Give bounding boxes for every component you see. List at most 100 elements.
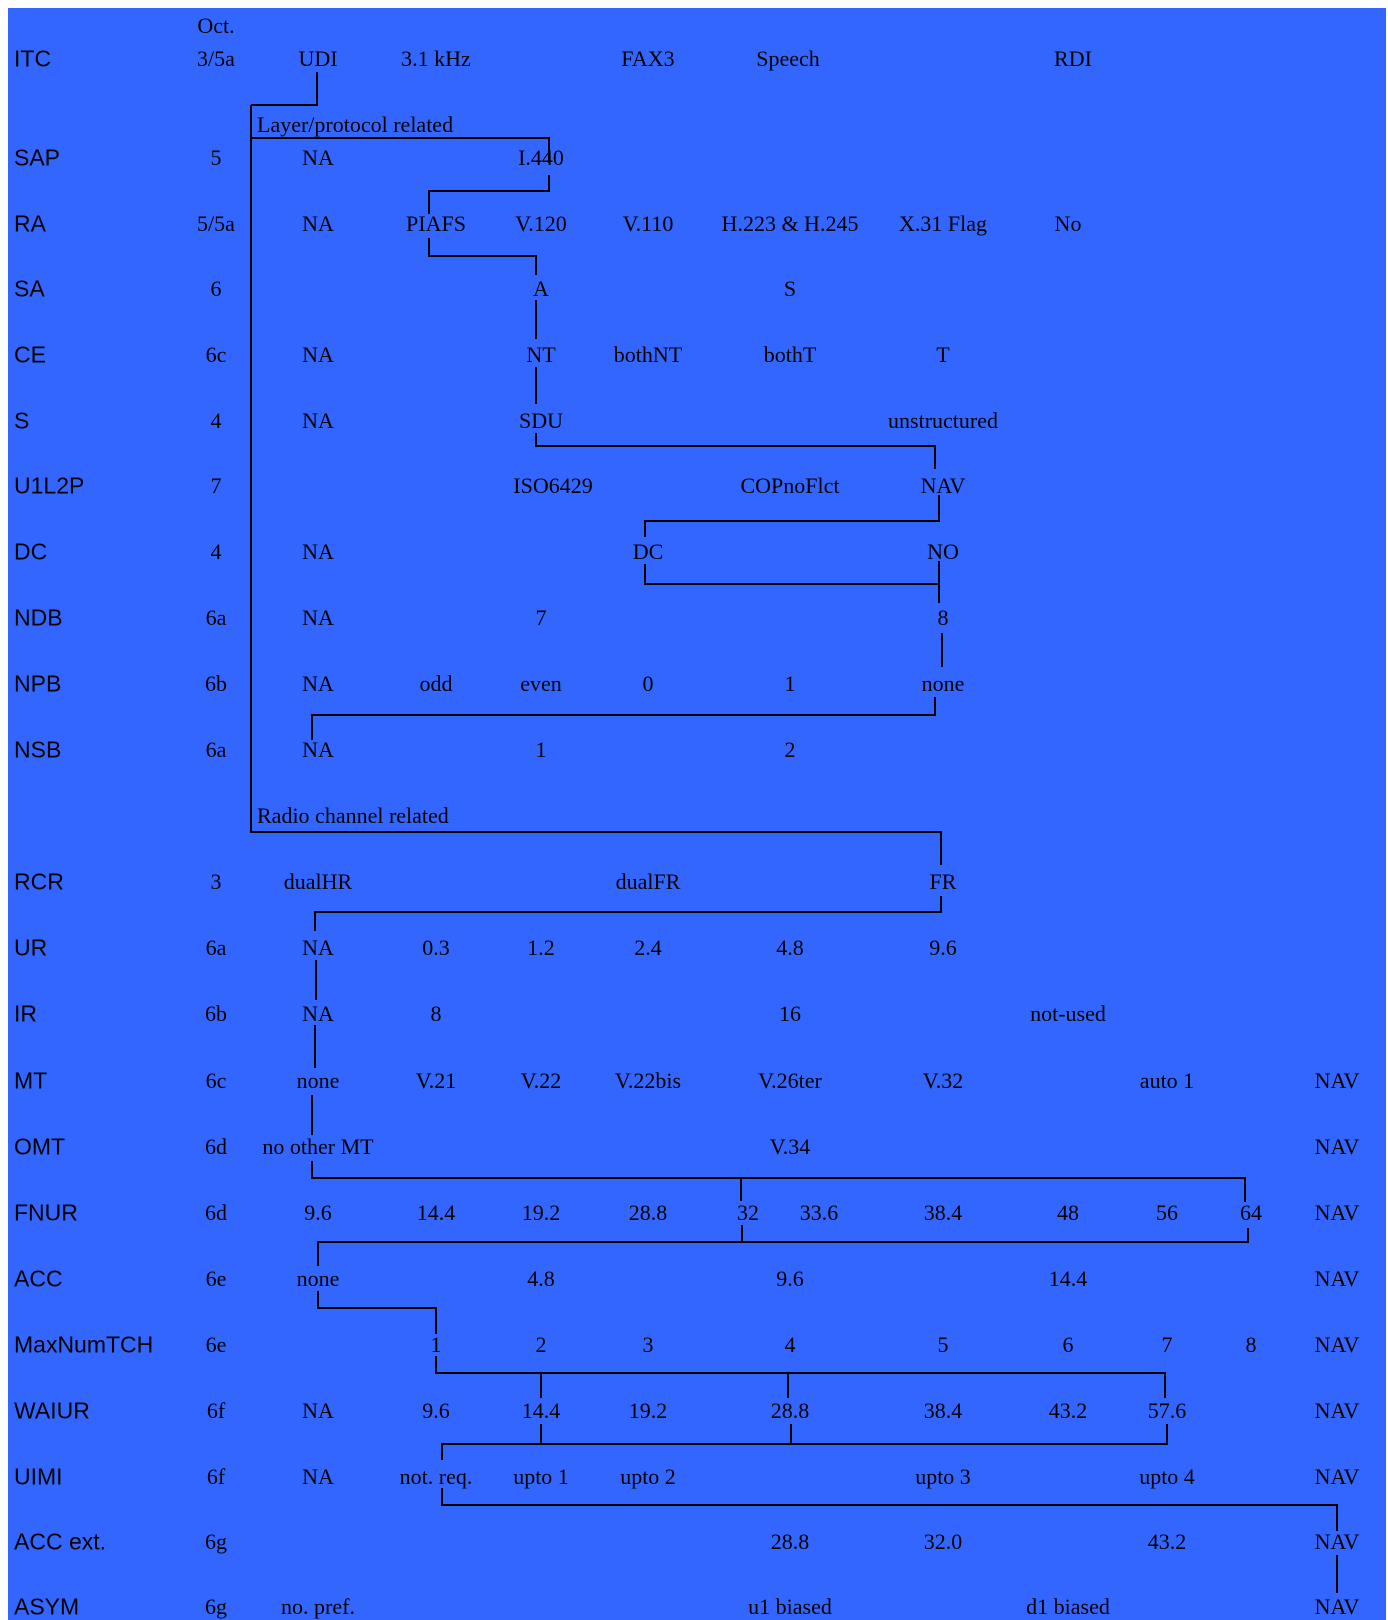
octet-npb: 6b bbox=[205, 671, 227, 696]
param-label-ir: IR bbox=[14, 1000, 37, 1027]
param-label-itc: ITC bbox=[14, 45, 52, 72]
value-ce-nt: NT bbox=[526, 342, 556, 367]
connector-npb-nsb bbox=[311, 697, 936, 740]
value-mt-v22bis: V.22bis bbox=[614, 1068, 682, 1093]
connector-uimi-accext bbox=[441, 1488, 1338, 1531]
value-ra-h223: H.223 & H.245 bbox=[721, 211, 859, 236]
param-label-fnur: FNUR bbox=[14, 1199, 78, 1226]
value-nsb-2: 2 bbox=[784, 737, 796, 762]
param-label-acc: ACC bbox=[14, 1265, 63, 1292]
connector-maxnumtch-waiur bbox=[435, 1356, 1166, 1398]
value-ce-na: NA bbox=[302, 342, 334, 367]
param-label-s: S bbox=[14, 407, 30, 434]
value-fnur-48: 48 bbox=[1057, 1200, 1079, 1225]
value-maxnumtch-7: 7 bbox=[1161, 1332, 1173, 1357]
value-npb-even: even bbox=[520, 671, 562, 696]
value-uimi-na: NA bbox=[302, 1464, 334, 1489]
value-ur-9-6: 9.6 bbox=[929, 935, 957, 960]
value-uimi-not-req: not. req. bbox=[399, 1464, 473, 1489]
value-itc-speech: Speech bbox=[756, 46, 820, 71]
value-mt-nav: NAV bbox=[1314, 1068, 1360, 1093]
value-asym-no-pref: no. pref. bbox=[281, 1594, 355, 1619]
value-ndb-7: 7 bbox=[535, 605, 547, 630]
value-itc-3-1khz: 3.1 kHz bbox=[401, 46, 471, 71]
octet-ur: 6a bbox=[205, 935, 227, 960]
value-npb-odd: odd bbox=[419, 671, 453, 696]
value-dc-no: NO bbox=[927, 539, 959, 564]
value-uimi-upto4: upto 4 bbox=[1139, 1464, 1195, 1489]
octet-ra: 5/5a bbox=[197, 211, 235, 236]
value-npb-0: 0 bbox=[642, 671, 654, 696]
value-fnur-32: 32 bbox=[737, 1200, 759, 1225]
param-label-maxnumtch: MaxNumTCH bbox=[14, 1331, 154, 1358]
param-label-rcr: RCR bbox=[14, 868, 64, 895]
value-nsb-1: 1 bbox=[535, 737, 547, 762]
octet-acc-ext: 6g bbox=[205, 1529, 227, 1554]
value-ir-16: 16 bbox=[779, 1001, 801, 1026]
param-label-ce: CE bbox=[14, 341, 46, 368]
value-ur-2-4: 2.4 bbox=[634, 935, 662, 960]
value-waiur-nav: NAV bbox=[1314, 1398, 1360, 1423]
value-omt-nav: NAV bbox=[1314, 1134, 1360, 1159]
value-u1l2p-nav: NAV bbox=[920, 473, 966, 498]
value-ir-not-used: not-used bbox=[1030, 1001, 1106, 1026]
value-maxnumtch-8: 8 bbox=[1245, 1332, 1257, 1357]
value-sa-a: A bbox=[533, 276, 549, 301]
value-ur-na: NA bbox=[302, 935, 334, 960]
value-uimi-upto3: upto 3 bbox=[915, 1464, 971, 1489]
value-waiur-9-6: 9.6 bbox=[422, 1398, 450, 1423]
value-acc-14-4: 14.4 bbox=[1048, 1266, 1088, 1291]
octet-mt: 6c bbox=[205, 1068, 227, 1093]
value-maxnumtch-3: 3 bbox=[642, 1332, 654, 1357]
param-label-nsb: NSB bbox=[14, 736, 62, 763]
value-ur-0-3: 0.3 bbox=[422, 935, 450, 960]
value-waiur-28-8: 28.8 bbox=[770, 1398, 810, 1423]
value-ir-8: 8 bbox=[430, 1001, 442, 1026]
value-mt-v21: V.21 bbox=[415, 1068, 457, 1093]
value-omt-v34: V.34 bbox=[769, 1134, 811, 1159]
value-ndb-8: 8 bbox=[937, 605, 949, 630]
value-ra-na: NA bbox=[302, 211, 334, 236]
value-maxnumtch-2: 2 bbox=[535, 1332, 547, 1357]
param-label-npb: NPB bbox=[14, 670, 62, 697]
connector-s-u1l2p bbox=[535, 433, 936, 469]
value-maxnumtch-nav: NAV bbox=[1314, 1332, 1360, 1357]
value-asym-u1-biased: u1 biased bbox=[748, 1594, 832, 1619]
value-maxnumtch-5: 5 bbox=[937, 1332, 949, 1357]
octet-maxnumtch: 6e bbox=[205, 1332, 227, 1357]
param-label-omt: OMT bbox=[14, 1133, 66, 1160]
value-ra-piafs: PIAFS bbox=[406, 211, 466, 236]
value-npb-1: 1 bbox=[784, 671, 796, 696]
value-maxnumtch-4: 4 bbox=[784, 1332, 796, 1357]
octet-uimi: 6f bbox=[206, 1464, 226, 1489]
value-fnur-38-4: 38.4 bbox=[923, 1200, 963, 1225]
connector-dc-loop-bottom bbox=[644, 561, 940, 585]
param-label-waiur: WAIUR bbox=[14, 1397, 90, 1424]
value-fnur-28-8: 28.8 bbox=[628, 1200, 668, 1225]
value-accext-28-8: 28.8 bbox=[770, 1529, 810, 1554]
value-ra-v110: V.110 bbox=[622, 211, 674, 236]
value-ra-v120: V.120 bbox=[515, 211, 567, 236]
octet-asym: 6g bbox=[205, 1594, 227, 1619]
value-asym-d1-biased: d1 biased bbox=[1026, 1594, 1110, 1619]
value-maxnumtch-1: 1 bbox=[430, 1332, 442, 1357]
octet-header: Oct. bbox=[197, 13, 235, 38]
value-ir-na: NA bbox=[302, 1001, 334, 1026]
value-waiur-na: NA bbox=[302, 1398, 334, 1423]
connector-omt-fnur bbox=[311, 1161, 1246, 1202]
value-waiur-43-2: 43.2 bbox=[1048, 1398, 1088, 1423]
param-label-ra: RA bbox=[14, 210, 46, 237]
value-accext-32-0: 32.0 bbox=[923, 1529, 963, 1554]
octet-dc: 4 bbox=[210, 539, 222, 564]
octet-ir: 6b bbox=[205, 1001, 227, 1026]
value-itc-rdi: RDI bbox=[1054, 46, 1092, 71]
radio-channel-note: Radio channel related bbox=[257, 803, 449, 828]
value-fnur-33-6: 33.6 bbox=[799, 1200, 839, 1225]
value-u1l2p-iso6429: ISO6429 bbox=[513, 473, 593, 498]
param-label-uimi: UIMI bbox=[14, 1463, 63, 1490]
value-ur-1-2: 1.2 bbox=[527, 935, 555, 960]
value-mt-v22: V.22 bbox=[520, 1068, 562, 1093]
value-uimi-upto1: upto 1 bbox=[513, 1464, 569, 1489]
octet-nsb: 6a bbox=[205, 737, 227, 762]
value-waiur-19-2: 19.2 bbox=[628, 1398, 668, 1423]
